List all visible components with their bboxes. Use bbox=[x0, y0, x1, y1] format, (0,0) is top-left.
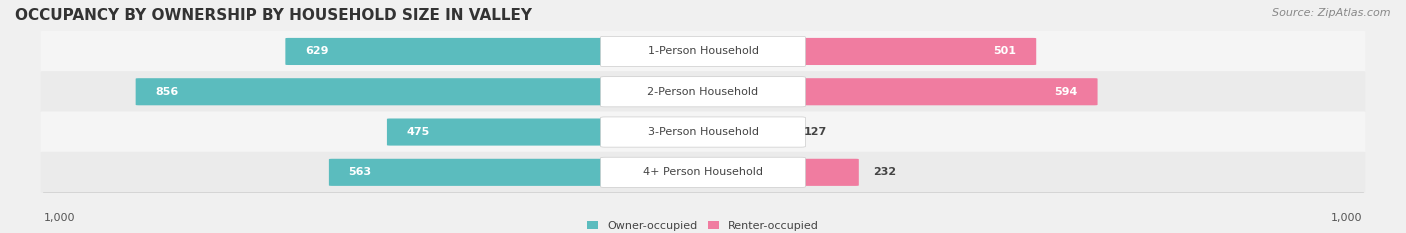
Legend: Owner-occupied, Renter-occupied: Owner-occupied, Renter-occupied bbox=[586, 221, 820, 231]
FancyBboxPatch shape bbox=[285, 38, 706, 65]
FancyBboxPatch shape bbox=[700, 38, 1036, 65]
Text: 3-Person Household: 3-Person Household bbox=[648, 127, 758, 137]
Text: 475: 475 bbox=[406, 127, 430, 137]
FancyBboxPatch shape bbox=[600, 117, 806, 147]
FancyBboxPatch shape bbox=[41, 71, 1365, 112]
FancyBboxPatch shape bbox=[600, 77, 806, 107]
Text: 629: 629 bbox=[305, 46, 329, 56]
FancyBboxPatch shape bbox=[600, 157, 806, 187]
Text: 501: 501 bbox=[994, 46, 1017, 56]
FancyBboxPatch shape bbox=[329, 159, 706, 186]
FancyBboxPatch shape bbox=[600, 36, 806, 67]
FancyBboxPatch shape bbox=[700, 78, 1098, 105]
FancyBboxPatch shape bbox=[41, 111, 1365, 153]
Text: 594: 594 bbox=[1054, 87, 1078, 97]
FancyBboxPatch shape bbox=[41, 31, 1365, 72]
Text: 127: 127 bbox=[804, 127, 827, 137]
FancyBboxPatch shape bbox=[135, 78, 706, 105]
Text: 563: 563 bbox=[349, 167, 371, 177]
Text: 4+ Person Household: 4+ Person Household bbox=[643, 167, 763, 177]
Text: Source: ZipAtlas.com: Source: ZipAtlas.com bbox=[1272, 8, 1391, 18]
FancyBboxPatch shape bbox=[700, 119, 790, 146]
Text: 856: 856 bbox=[155, 87, 179, 97]
FancyBboxPatch shape bbox=[387, 119, 706, 146]
Text: 2-Person Household: 2-Person Household bbox=[647, 87, 759, 97]
FancyBboxPatch shape bbox=[41, 152, 1365, 193]
FancyBboxPatch shape bbox=[700, 159, 859, 186]
Text: 232: 232 bbox=[873, 167, 896, 177]
Text: 1-Person Household: 1-Person Household bbox=[648, 46, 758, 56]
Text: OCCUPANCY BY OWNERSHIP BY HOUSEHOLD SIZE IN VALLEY: OCCUPANCY BY OWNERSHIP BY HOUSEHOLD SIZE… bbox=[15, 8, 533, 23]
Text: 1,000: 1,000 bbox=[1331, 213, 1362, 223]
Text: 1,000: 1,000 bbox=[44, 213, 75, 223]
